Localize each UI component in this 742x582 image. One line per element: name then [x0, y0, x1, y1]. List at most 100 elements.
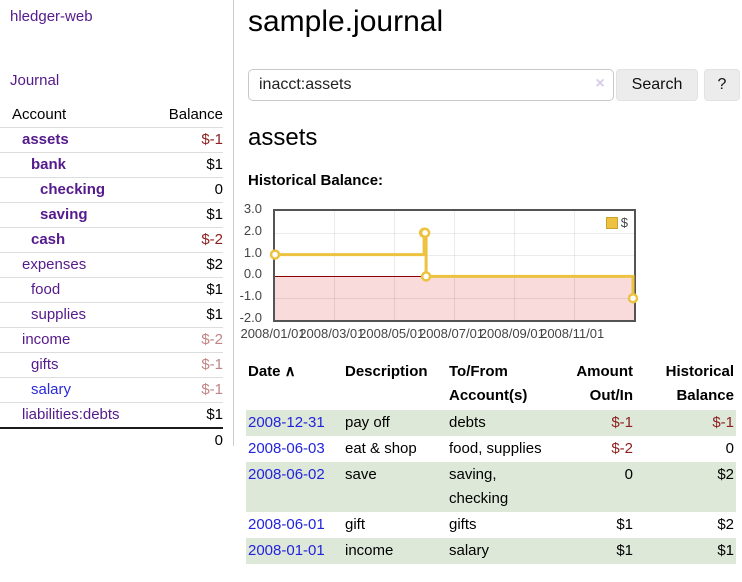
y-tick-label: -1.0: [239, 288, 262, 304]
account-link[interactable]: food: [31, 281, 61, 298]
transaction-accounts: gifts: [449, 516, 477, 533]
data-point-marker: [269, 249, 281, 260]
page-title: sample.journal: [248, 5, 444, 38]
chart-y-axis-labels: 3.0 2.0 1.0 0.0 -1.0 -2.0: [230, 201, 268, 325]
account-link[interactable]: liabilities:debts: [22, 406, 120, 423]
sidebar: hledger-web Journal Account Balance asse…: [0, 0, 234, 449]
account-balance: $-1: [201, 381, 223, 398]
transaction-date-cell: 2008-06-02: [246, 462, 343, 512]
account-link[interactable]: bank: [31, 156, 67, 173]
horizontal-gridline: [275, 254, 634, 256]
transaction-date-link[interactable]: 2008-06-01: [248, 516, 325, 533]
account-link[interactable]: saving: [40, 206, 88, 223]
account-row: salary $-1: [0, 377, 223, 403]
account-column-header: Account: [12, 106, 67, 123]
account-balance: $-2: [201, 331, 223, 348]
transaction-row: 2008-06-03 eat & shop food, supplies $-2 0: [246, 436, 736, 462]
transaction-date-cell: 2008-12-31: [246, 410, 343, 436]
account-row: food $1: [0, 277, 223, 303]
legend-swatch-icon: [605, 216, 618, 229]
transaction-row: 2008-06-01 gift gifts $1 $2: [246, 512, 736, 538]
transaction-amount: $-1: [611, 414, 633, 431]
register-column-header[interactable]: Date ∧: [248, 363, 296, 380]
help-button[interactable]: ?: [704, 69, 740, 101]
transaction-balance: $2: [717, 466, 734, 483]
data-point-marker: [420, 271, 432, 282]
transaction-balance: 0: [725, 440, 734, 457]
account-name-cell: gifts: [0, 353, 153, 378]
transaction-accounts: debts: [449, 414, 486, 431]
account-row: liabilities:debts $1: [0, 402, 223, 429]
chart-title: Historical Balance:: [248, 172, 384, 189]
sort-ascending-icon: ∧: [280, 363, 296, 380]
account-row: supplies $1: [0, 302, 223, 328]
transaction-description: save: [345, 466, 377, 483]
y-tick-label: 2.0: [243, 222, 262, 238]
account-link[interactable]: gifts: [31, 356, 59, 373]
x-tick-label: 2008/11/01: [540, 326, 605, 341]
account-name-cell: saving: [0, 203, 153, 228]
account-name-cell: food: [0, 278, 153, 303]
account-balance: $1: [206, 281, 223, 298]
account-balance: $1: [206, 406, 223, 423]
x-tick-label: 2008/03/01: [299, 326, 365, 341]
transaction-date-cell: 2008-01-01: [246, 538, 343, 564]
account-link[interactable]: supplies: [31, 306, 87, 323]
account-tree-body: assets $-1 bank $1 checking 0 saving $1 cash $-2 e…: [0, 127, 223, 429]
search-button[interactable]: Search: [616, 69, 698, 101]
transaction-date-link[interactable]: 2008-01-01: [248, 542, 325, 559]
vertical-gridline: [574, 211, 576, 320]
transaction-description: pay off: [345, 414, 390, 431]
y-tick-label: 1.0: [243, 244, 262, 260]
x-tick-label: 2008/01/01: [240, 326, 306, 341]
register-column-header: Historical Balance: [665, 363, 734, 404]
brand-link[interactable]: hledger-web: [10, 8, 93, 25]
transaction-accounts: saving, checking: [449, 466, 509, 507]
account-tree: Account Balance assets $-1 bank $1 checking 0…: [0, 103, 223, 453]
account-total-row: 0: [0, 428, 223, 453]
account-total-spacer: [0, 428, 153, 453]
transaction-date-link[interactable]: 2008-06-03: [248, 440, 325, 457]
transaction-description: gift: [345, 516, 366, 533]
account-name-cell: income: [0, 328, 153, 353]
data-point-marker: [627, 292, 639, 304]
legend-label: $: [620, 215, 628, 230]
chart-x-axis-labels: 2008/01/01 2008/03/01 2008/05/01 2008/07/01…: [240, 326, 636, 342]
account-balance: $1: [206, 206, 223, 223]
vertical-gridline: [333, 211, 335, 320]
balance-chart-plot[interactable]: $: [269, 209, 639, 322]
account-row: expenses $2: [0, 252, 223, 278]
sidebar-item-journal[interactable]: Journal: [10, 72, 60, 89]
transaction-amount: $-2: [611, 440, 633, 457]
account-name-cell: checking: [0, 178, 153, 203]
transaction-row: 2008-01-01 income salary $1 $1: [246, 538, 736, 564]
balance-series: [269, 227, 639, 304]
transaction-row: 2008-12-31 pay off debts $-1 $-1: [246, 410, 736, 436]
y-tick-label: 0.0: [243, 266, 262, 282]
account-link[interactable]: cash: [31, 231, 66, 248]
account-link[interactable]: checking: [40, 181, 106, 198]
transaction-date-link[interactable]: 2008-06-02: [248, 466, 325, 483]
transaction-date-link[interactable]: 2008-12-31: [248, 414, 325, 431]
account-balance: $-2: [201, 231, 223, 248]
clear-search-icon[interactable]: ×: [595, 75, 605, 92]
search-input[interactable]: [248, 69, 614, 101]
register-column-header: To/From Account(s): [449, 363, 528, 404]
transaction-amount: $1: [616, 542, 633, 559]
register-header-row: Date ∧ Description To/From Account(s) Amount…: [246, 360, 736, 410]
horizontal-gridline: [275, 232, 634, 234]
transaction-date-cell: 2008-06-03: [246, 436, 343, 462]
account-link[interactable]: income: [22, 331, 71, 348]
account-tree-header: Account Balance: [0, 103, 223, 128]
account-link[interactable]: assets: [22, 131, 69, 148]
transaction-date-cell: 2008-06-01: [246, 512, 343, 538]
account-link[interactable]: expenses: [22, 256, 87, 273]
transaction-balance: $2: [717, 516, 734, 533]
account-name-cell: salary: [0, 378, 153, 403]
account-page-title: assets: [248, 124, 318, 151]
transaction-description: eat & shop: [345, 440, 417, 457]
transaction-accounts: salary: [449, 542, 490, 559]
account-link[interactable]: salary: [31, 381, 72, 398]
register-table: Date ∧ Description To/From Account(s) Amount…: [246, 360, 736, 564]
